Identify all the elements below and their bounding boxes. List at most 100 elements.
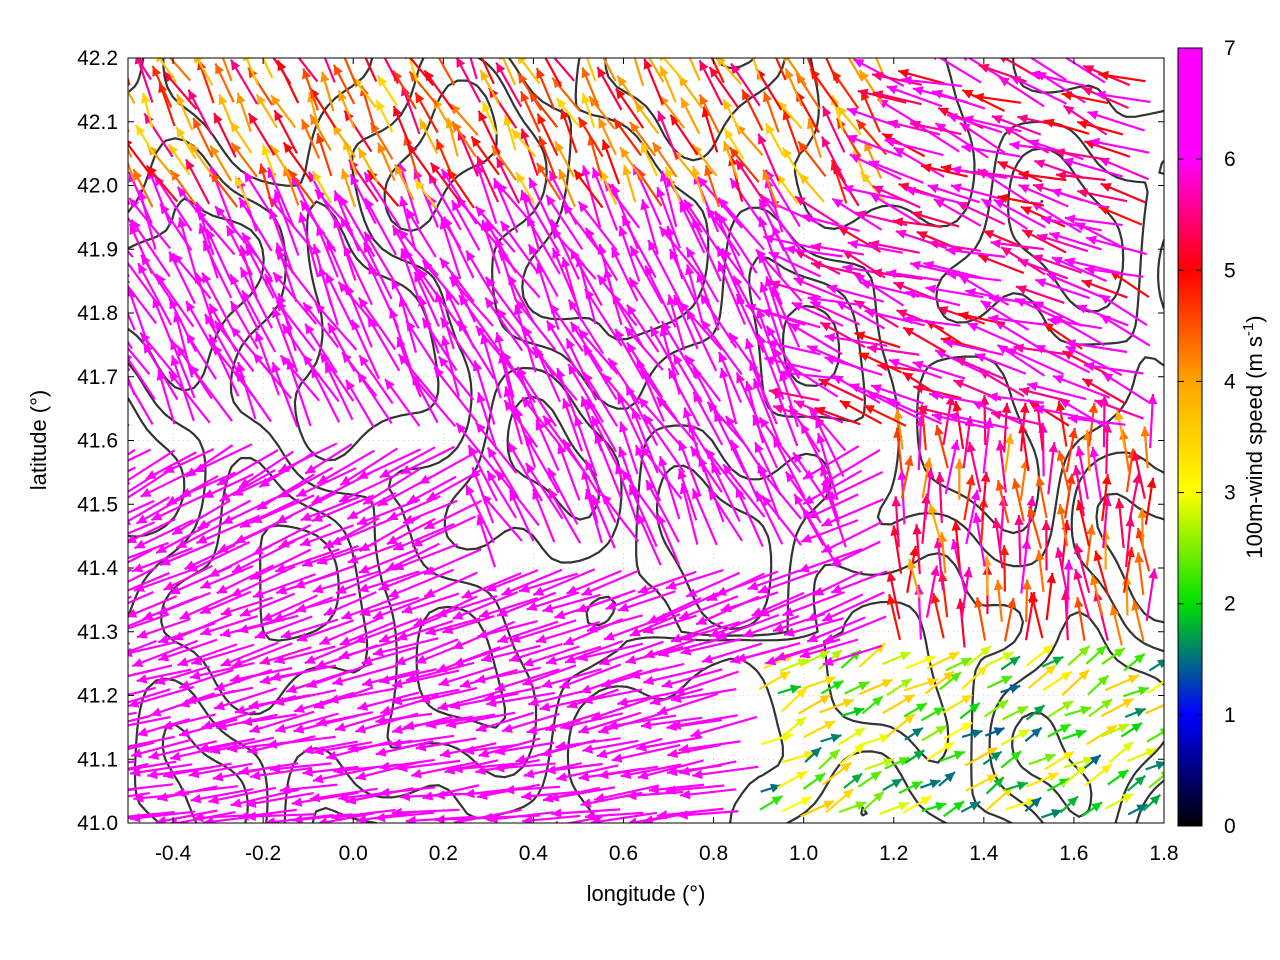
wind-arrow-shaft bbox=[418, 295, 440, 354]
wind-arrow-shaft bbox=[567, 363, 604, 423]
wind-arrow-shaft bbox=[560, 712, 623, 730]
wind-arrow bbox=[521, 790, 580, 801]
wind-arrow-shaft bbox=[722, 463, 766, 518]
wind-arrow-shaft bbox=[392, 543, 458, 571]
wind-arrow bbox=[928, 502, 942, 542]
wind-arrow-shaft bbox=[128, 541, 169, 560]
wind-arrow-shaft bbox=[209, 736, 275, 753]
wind-arrow bbox=[603, 619, 657, 641]
wind-arrow bbox=[142, 342, 179, 401]
wind-arrow-head bbox=[464, 788, 475, 799]
wind-arrow bbox=[879, 801, 910, 815]
wind-arrow-head bbox=[231, 587, 243, 597]
wind-arrow bbox=[1144, 477, 1157, 525]
wind-arrow-shaft bbox=[522, 325, 556, 378]
wind-arrow-head bbox=[1027, 506, 1037, 518]
wind-arrow-head bbox=[526, 601, 538, 611]
wind-arrow-head bbox=[316, 717, 327, 727]
wind-arrow-head bbox=[325, 362, 334, 374]
colorbar-tick-label: 7 bbox=[1224, 37, 1236, 60]
wind-arrow-head bbox=[585, 459, 595, 471]
wind-arrow bbox=[679, 760, 737, 776]
wind-arrow-head bbox=[1046, 573, 1056, 584]
wind-arrow-head bbox=[1055, 400, 1066, 412]
wind-arrow bbox=[547, 488, 582, 544]
y-axis-title: latitude (°) bbox=[26, 390, 51, 491]
wind-arrow-shaft bbox=[186, 540, 251, 573]
wind-arrow-head bbox=[302, 745, 314, 755]
wind-arrow-head bbox=[294, 703, 305, 713]
wind-arrow-head bbox=[920, 796, 932, 806]
wind-arrow-head bbox=[1009, 684, 1021, 694]
wind-arrow bbox=[357, 691, 420, 711]
wind-arrow-head bbox=[328, 323, 338, 334]
wind-arrow-head bbox=[925, 284, 936, 294]
wind-arrow bbox=[636, 513, 662, 566]
wind-arrow-shaft bbox=[287, 358, 312, 427]
wind-arrow-head bbox=[860, 280, 871, 290]
wind-arrow-head bbox=[766, 339, 778, 349]
wind-arrow bbox=[220, 596, 274, 616]
wind-arrow bbox=[128, 548, 153, 564]
wind-arrow-shaft bbox=[137, 262, 173, 326]
wind-arrow bbox=[309, 787, 378, 803]
wind-arrow bbox=[800, 799, 835, 818]
wind-arrow-head bbox=[661, 679, 673, 689]
wind-arrow-head bbox=[578, 772, 590, 782]
wind-arrow bbox=[211, 344, 256, 400]
wind-arrow bbox=[1076, 304, 1129, 327]
colorbar-tick-label: 5 bbox=[1224, 259, 1236, 282]
wind-arrow-shaft bbox=[326, 240, 354, 300]
wind-arrow-shaft bbox=[128, 449, 176, 482]
wind-arrow-head bbox=[758, 216, 768, 228]
wind-arrow-head bbox=[158, 634, 170, 644]
wind-arrow-head bbox=[158, 652, 170, 662]
wind-arrow-head bbox=[174, 787, 186, 798]
wind-arrow-head bbox=[630, 245, 640, 257]
wind-arrow bbox=[221, 496, 277, 525]
wind-arrow-shaft bbox=[1083, 363, 1144, 375]
wind-arrow-head bbox=[1109, 604, 1120, 616]
wind-arrow bbox=[406, 475, 457, 505]
wind-arrow bbox=[200, 565, 254, 590]
wind-arrow bbox=[1131, 450, 1146, 499]
wind-arrow bbox=[316, 711, 374, 727]
wind-arrow-head bbox=[830, 733, 842, 743]
wind-arrow-head bbox=[193, 812, 204, 823]
wind-arrow-shaft bbox=[362, 241, 393, 300]
wind-arrow-head bbox=[508, 442, 518, 454]
wind-arrow-head bbox=[239, 478, 251, 488]
wind-arrow-shaft bbox=[130, 219, 171, 278]
wind-arrow-shaft bbox=[179, 471, 236, 498]
wind-arrow-shaft bbox=[806, 616, 866, 643]
wind-arrow-head bbox=[762, 495, 772, 507]
wind-arrow-head bbox=[476, 392, 486, 404]
wind-arrow bbox=[614, 328, 644, 379]
wind-arrow-shaft bbox=[496, 591, 557, 617]
wind-arrow bbox=[1145, 760, 1164, 771]
wind-arrow-shaft bbox=[536, 262, 560, 330]
wind-arrow-head bbox=[500, 221, 511, 232]
wind-arrow-head bbox=[867, 343, 878, 354]
wind-arrow bbox=[312, 766, 376, 784]
wind-arrow bbox=[673, 294, 699, 350]
wind-arrow-head bbox=[931, 412, 943, 422]
wind-arrow-head bbox=[388, 588, 400, 598]
wind-arrow-head bbox=[340, 475, 352, 486]
wind-arrow-shaft bbox=[136, 492, 192, 525]
wind-arrow bbox=[1093, 550, 1110, 597]
wind-arrow bbox=[358, 548, 419, 574]
wind-arrow bbox=[747, 569, 800, 591]
wind-arrow-head bbox=[1035, 550, 1045, 561]
wind-arrow-head bbox=[923, 457, 933, 469]
wind-arrow bbox=[545, 320, 581, 377]
x-tick-label: 0.4 bbox=[519, 842, 549, 865]
wind-arrow bbox=[1086, 724, 1118, 746]
wind-arrow-head bbox=[190, 794, 202, 804]
wind-arrow-shaft bbox=[391, 688, 460, 704]
wind-arrow-head bbox=[212, 345, 223, 356]
wind-arrow bbox=[1019, 402, 1030, 452]
wind-arrow bbox=[1109, 604, 1123, 646]
wind-arrow bbox=[605, 588, 659, 611]
